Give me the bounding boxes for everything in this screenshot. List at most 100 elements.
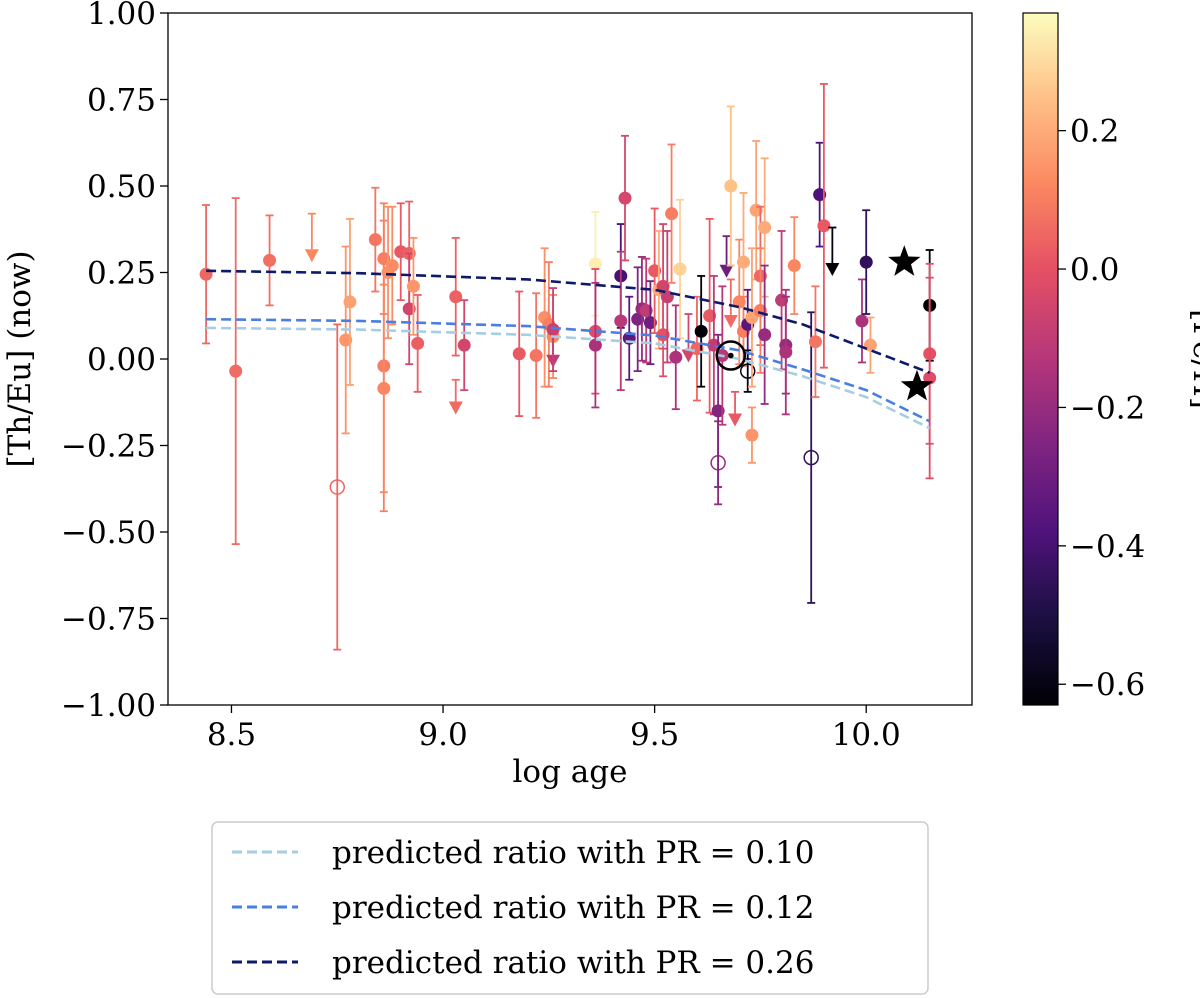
marker-circle xyxy=(263,253,277,267)
data-point xyxy=(199,204,213,345)
data-point xyxy=(588,281,602,409)
marker-circle xyxy=(665,207,679,221)
data-point xyxy=(529,292,543,419)
marker-circle xyxy=(406,279,420,293)
marker-circle xyxy=(377,381,391,395)
legend-label-pr010: predicted ratio with PR = 0.10 xyxy=(332,835,814,871)
data-point xyxy=(863,316,877,374)
marker-circle xyxy=(512,347,526,361)
marker-circle xyxy=(779,345,793,359)
data-point xyxy=(736,295,750,367)
data-point xyxy=(669,304,683,411)
axes-frame xyxy=(167,12,973,706)
plot-area xyxy=(199,83,937,651)
marker-circle xyxy=(855,314,869,328)
data-point xyxy=(728,390,743,427)
x-axis: 8.5 9.0 9.5 10.0 xyxy=(207,705,901,753)
y-tick-label: −0.75 xyxy=(61,602,156,638)
data-point xyxy=(457,299,471,392)
y-tick-label: 0.00 xyxy=(87,342,156,378)
marker-circle xyxy=(339,333,353,347)
marker-circle xyxy=(229,364,243,378)
model-curve-1 xyxy=(206,317,931,423)
data-point xyxy=(512,290,526,417)
x-tick-label: 9.5 xyxy=(630,717,679,753)
data-point xyxy=(855,278,869,364)
y-axis: 1.00 0.75 0.50 0.25 0.00 −0.25 −0.50 −0.75 −1.00 xyxy=(61,0,168,724)
data-point xyxy=(703,217,717,414)
marker-circle xyxy=(656,328,670,342)
marker-circle xyxy=(411,336,425,350)
x-tick-label: 9.0 xyxy=(418,717,467,753)
data-point xyxy=(639,257,653,364)
sun-ring xyxy=(715,340,747,371)
marker-upper-limit xyxy=(728,413,743,427)
colorbar-tick-label: −0.2 xyxy=(1070,390,1145,426)
star-marker xyxy=(888,245,921,276)
data-point xyxy=(648,207,662,334)
data-point xyxy=(707,275,721,416)
marker-circle xyxy=(631,312,645,326)
data-point xyxy=(343,217,357,386)
marker-circle xyxy=(343,295,357,309)
data-point xyxy=(758,264,772,405)
data-point xyxy=(923,276,937,480)
data-point xyxy=(406,236,420,336)
y-tick-label: −0.50 xyxy=(61,515,156,551)
marker-circle xyxy=(745,428,759,442)
data-point xyxy=(339,245,353,435)
marker-circle xyxy=(694,324,708,338)
data-point xyxy=(377,283,391,494)
data-point xyxy=(614,250,628,392)
y-tick-label: −1.00 xyxy=(61,688,156,724)
y-tick-label: 0.25 xyxy=(87,256,156,292)
marker-circle xyxy=(673,262,687,276)
data-point xyxy=(745,406,759,464)
data-point xyxy=(825,226,840,277)
sun-dot xyxy=(728,352,734,359)
colorbar xyxy=(1022,12,1059,706)
legend-box xyxy=(211,821,929,995)
data-point xyxy=(263,214,277,307)
data-point xyxy=(643,280,657,366)
marker-open-circle xyxy=(329,479,346,495)
star-marker xyxy=(900,369,934,401)
sun-marker xyxy=(715,340,747,371)
x-tick-label: 8.5 xyxy=(207,717,256,753)
marker-circle xyxy=(707,338,721,352)
marker-circle xyxy=(863,338,877,352)
legend: predicted ratio with PR = 0.10 predicted… xyxy=(211,821,929,995)
data-point xyxy=(859,209,873,315)
marker-upper-limit xyxy=(719,264,734,278)
legend-label-pr012: predicted ratio with PR = 0.12 xyxy=(332,890,814,926)
marker-circle xyxy=(669,350,683,364)
y-tick-label: 0.75 xyxy=(87,83,156,119)
marker-circle xyxy=(639,304,653,318)
colorbar-label: [Fe/H] xyxy=(1186,309,1200,409)
colorbar-tick-label: −0.6 xyxy=(1070,667,1145,703)
data-point xyxy=(618,134,632,262)
marker-circle xyxy=(859,255,873,269)
marker-circle xyxy=(808,335,822,349)
colorbar-tick-label: 0.2 xyxy=(1070,114,1119,150)
data-point xyxy=(631,266,645,373)
marker-circle xyxy=(703,309,717,323)
marker-open-circle xyxy=(803,449,819,466)
marker-circle xyxy=(368,233,382,247)
marker-circle xyxy=(643,316,657,330)
data-point xyxy=(304,212,319,263)
marker-circle xyxy=(817,219,831,233)
marker-circle xyxy=(385,259,399,273)
colorbar-tick-label: 0.0 xyxy=(1070,252,1119,288)
y-tick-label: 1.00 xyxy=(87,0,156,32)
marker-circle xyxy=(618,191,632,205)
marker-circle xyxy=(758,221,772,235)
data-point xyxy=(723,278,738,328)
data-point xyxy=(808,285,822,398)
y-axis-label: [Th/Eu] (now) xyxy=(2,250,38,467)
marker-circle xyxy=(588,257,602,271)
model-curve-2 xyxy=(206,269,931,375)
marker-circle xyxy=(449,290,463,304)
data-point xyxy=(719,235,734,278)
marker-upper-limit xyxy=(825,263,840,277)
